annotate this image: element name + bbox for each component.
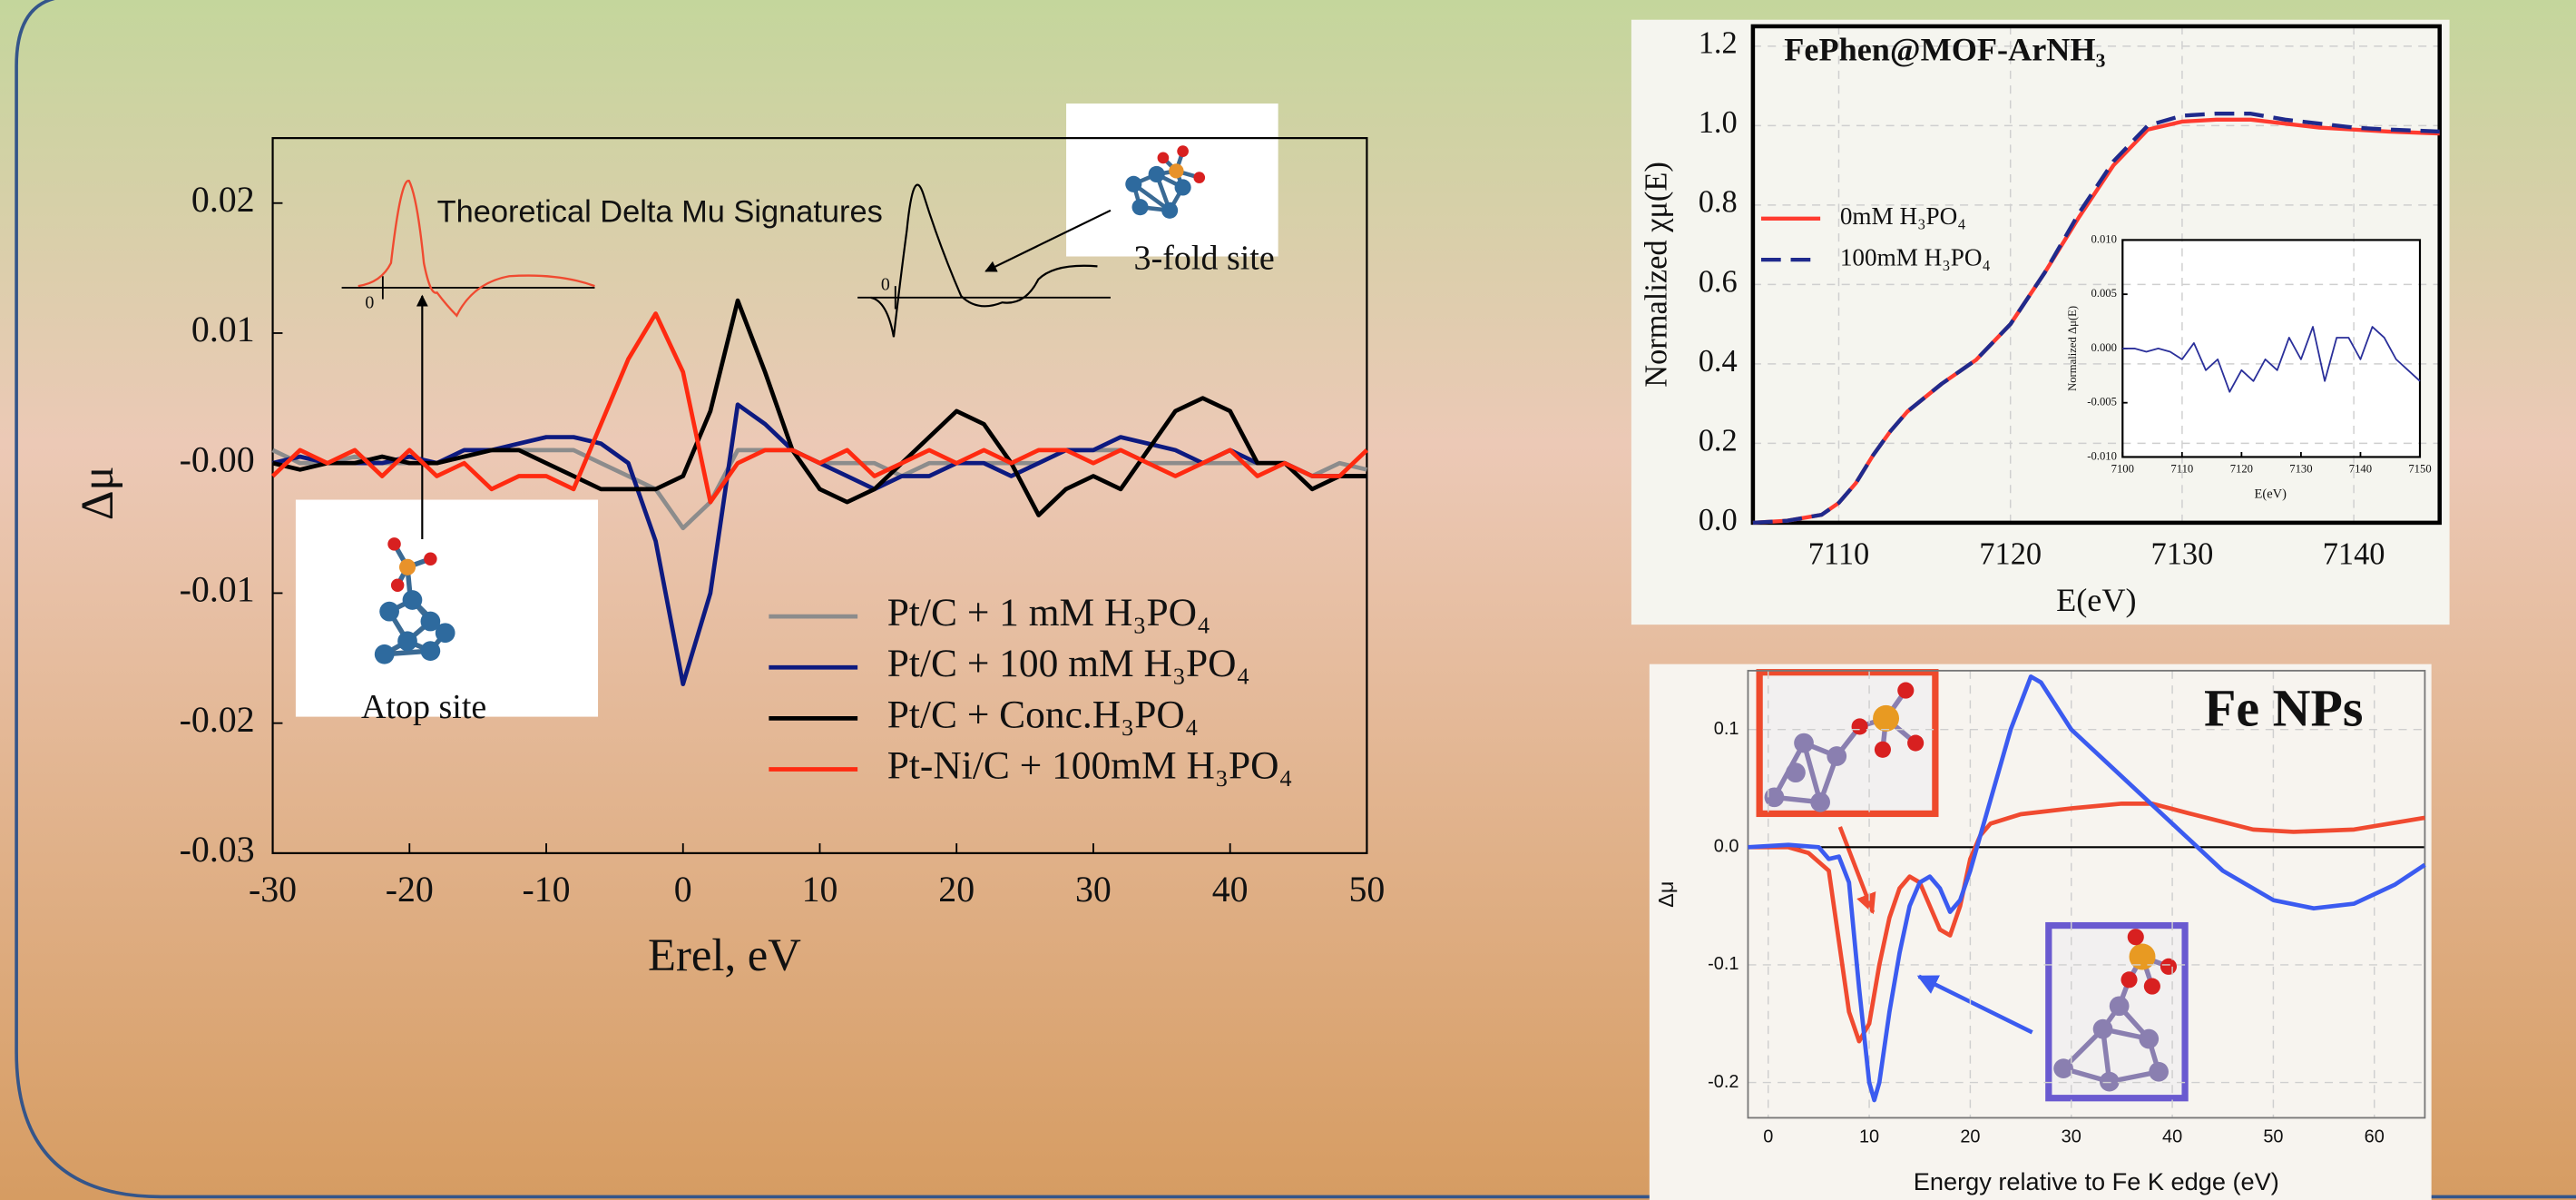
- x-tick-label: 7110: [2170, 462, 2193, 475]
- x-tick-label: 50: [1348, 870, 1385, 910]
- y-tick-label: -0.005: [2087, 396, 2117, 408]
- x-tick-label: 50: [2263, 1127, 2283, 1147]
- y-tick-label: -0.01: [180, 570, 255, 610]
- legend-label: Pt/C + 100 mM H₃PO₄: [887, 642, 1250, 685]
- legend-label: Pt-Ni/C + 100mM H₃PO₄: [887, 743, 1293, 787]
- x-tick-label: 7110: [1808, 537, 1870, 572]
- atop-box: [296, 500, 598, 717]
- y-tick-label: 0.2: [1699, 423, 1738, 457]
- x-tick-label: 60: [2365, 1127, 2385, 1147]
- chart-title: Fe NPs: [2204, 678, 2363, 737]
- y-tick-label: -0.2: [1708, 1072, 1739, 1092]
- x-tick-label: 30: [2062, 1127, 2081, 1147]
- y-tick-label: 1.2: [1699, 26, 1738, 61]
- x-tick-label: 40: [2162, 1127, 2182, 1147]
- y-tick-label: 0.010: [2091, 232, 2116, 245]
- x-axis-label: Erel, eV: [648, 930, 801, 980]
- legend-label: 0mM H₃PO₄: [1840, 202, 1966, 230]
- y-tick-label: 0.02: [191, 180, 255, 220]
- x-tick-label: 20: [938, 870, 975, 910]
- y-tick-label: 0.1: [1714, 719, 1739, 739]
- x-tick-label: -10: [522, 870, 570, 910]
- x-tick-label: 7120: [1979, 537, 2042, 572]
- x-axis-label: Energy relative to Fe K edge (eV): [1914, 1167, 2279, 1195]
- legend-label: 100mM H₃PO₄: [1840, 243, 1991, 270]
- legend-label: Pt/C + 1 mM H₃PO₄: [887, 591, 1210, 634]
- legend-label: Pt/C + Conc.H₃PO₄: [887, 693, 1199, 736]
- x-tick-label: 7100: [2111, 462, 2134, 475]
- y-tick-label: 0.6: [1699, 264, 1738, 299]
- x-tick-label: 7140: [2323, 537, 2385, 572]
- y-tick-label: 1.0: [1699, 105, 1738, 140]
- x-tick-label: 20: [1960, 1127, 1980, 1147]
- chart-title: FePhen@MOF-ArNH₃: [1784, 31, 2105, 67]
- x-tick-label: 0: [1763, 1127, 1773, 1147]
- x-tick-label: 7130: [2289, 462, 2312, 475]
- y-tick-label: -0.00: [180, 439, 255, 479]
- x-tick-label: 7150: [2408, 462, 2431, 475]
- y-tick-label: 0.0: [1714, 837, 1739, 857]
- x-axis-label: E(eV): [2056, 582, 2136, 618]
- y-tick-label: 0.01: [191, 310, 255, 349]
- x-tick-label: -20: [386, 870, 434, 910]
- page: -30 -20 -10 0 10 20 30 40 50 0.02 0.01 -0.00 -0.01 -0…: [0, 0, 2576, 1200]
- annotation: 3-fold site: [1134, 240, 1275, 278]
- x-tick-label: 10: [1859, 1127, 1879, 1147]
- y-tick-label: 0.4: [1699, 344, 1738, 379]
- x-tick-label: 7130: [2151, 537, 2214, 572]
- annotation: Theoretical Delta Mu Signatures: [437, 195, 883, 230]
- y-axis-label: Δμ: [72, 466, 122, 520]
- x-tick-label: 10: [802, 870, 838, 910]
- annotation: 0: [881, 275, 890, 295]
- y-tick-label: 0.8: [1699, 185, 1738, 220]
- y-tick-label: 0.005: [2091, 287, 2116, 300]
- annotation: Atop site: [361, 688, 486, 726]
- y-axis-label: Normalized Δμ(E): [2066, 306, 2079, 391]
- x-tick-label: -30: [249, 870, 297, 910]
- x-tick-label: 7120: [2230, 462, 2253, 475]
- y-tick-label: -0.1: [1708, 954, 1739, 974]
- x-tick-label: 30: [1075, 870, 1112, 910]
- x-tick-label: 0: [674, 870, 692, 910]
- y-tick-label: -0.010: [2087, 449, 2117, 462]
- y-tick-label: -0.03: [180, 830, 255, 870]
- x-tick-label: 7140: [2349, 462, 2372, 475]
- y-tick-label: 0.0: [1699, 503, 1738, 537]
- y-tick-label: -0.02: [180, 700, 255, 740]
- y-axis-label: Normalized χμ(E): [1640, 162, 1674, 388]
- y-axis-label: Δμ: [1654, 881, 1678, 908]
- x-tick-label: 40: [1212, 870, 1249, 910]
- slide: -30 -20 -10 0 10 20 30 40 50 0.02 0.01 -0.00 -0.01 -0…: [0, 0, 2576, 1200]
- annotation: 0: [365, 293, 374, 313]
- y-tick-label: 0.000: [2091, 341, 2116, 354]
- inset-background: [2122, 240, 2420, 457]
- x-axis-label: E(eV): [2255, 487, 2287, 501]
